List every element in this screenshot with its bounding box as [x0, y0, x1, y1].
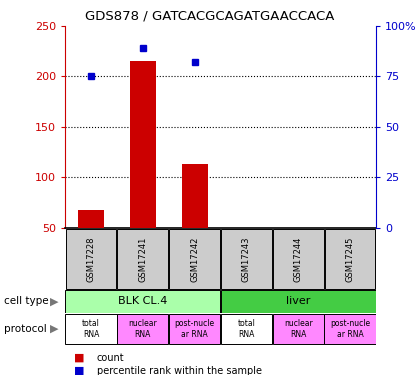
- Text: GSM17242: GSM17242: [190, 236, 199, 282]
- Text: total
RNA: total RNA: [237, 320, 255, 339]
- Text: cell type: cell type: [4, 297, 49, 306]
- Bar: [118, 229, 168, 289]
- Text: post-nucle
ar RNA: post-nucle ar RNA: [175, 320, 215, 339]
- Bar: [169, 314, 220, 344]
- Text: count: count: [97, 352, 124, 363]
- Bar: [130, 61, 156, 228]
- Bar: [66, 314, 117, 344]
- Bar: [182, 164, 207, 228]
- Bar: [221, 314, 272, 344]
- Text: GDS878 / GATCACGCAGATGAACCACA: GDS878 / GATCACGCAGATGAACCACA: [85, 9, 335, 22]
- Bar: [117, 314, 168, 344]
- Text: percentile rank within the sample: percentile rank within the sample: [97, 366, 262, 375]
- Bar: [324, 314, 375, 344]
- Bar: [273, 229, 323, 289]
- Bar: [273, 314, 324, 344]
- Text: nuclear
RNA: nuclear RNA: [129, 320, 157, 339]
- Text: protocol: protocol: [4, 324, 47, 334]
- Text: GSM17245: GSM17245: [346, 236, 354, 282]
- Text: BLK CL.4: BLK CL.4: [118, 297, 168, 306]
- Text: GSM17241: GSM17241: [138, 236, 147, 282]
- Bar: [221, 229, 272, 289]
- Text: ▶: ▶: [50, 324, 59, 334]
- Bar: [169, 229, 220, 289]
- Text: ■: ■: [74, 352, 84, 363]
- Text: ▶: ▶: [50, 297, 59, 306]
- Text: GSM17228: GSM17228: [87, 236, 95, 282]
- Bar: [66, 229, 116, 289]
- Text: total
RNA: total RNA: [82, 320, 100, 339]
- Text: GSM17243: GSM17243: [242, 236, 251, 282]
- Bar: [78, 210, 104, 228]
- Text: GSM17244: GSM17244: [294, 236, 303, 282]
- Bar: [221, 290, 375, 313]
- Text: ■: ■: [74, 366, 84, 375]
- Text: post-nucle
ar RNA: post-nucle ar RNA: [330, 320, 370, 339]
- Bar: [325, 229, 375, 289]
- Bar: [66, 290, 220, 313]
- Text: nuclear
RNA: nuclear RNA: [284, 320, 312, 339]
- Text: liver: liver: [286, 297, 310, 306]
